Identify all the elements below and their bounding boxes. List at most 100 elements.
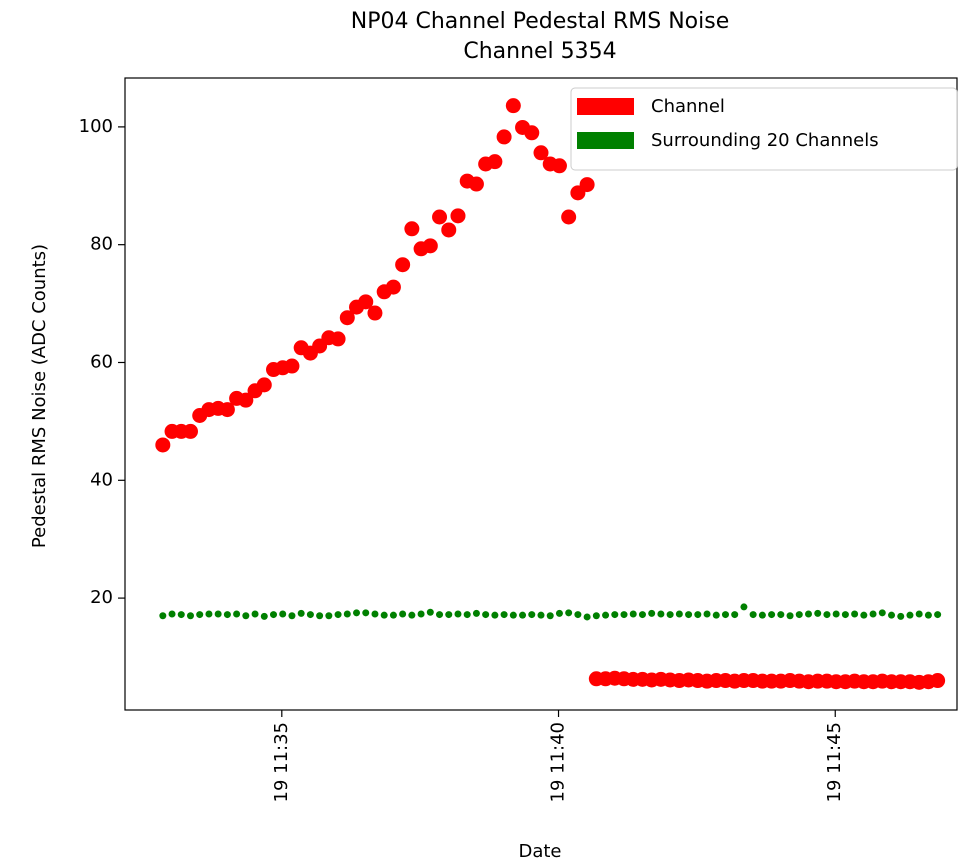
chart-title: NP04 Channel Pedestal RMS Noise (351, 9, 729, 34)
point (703, 610, 711, 618)
point (186, 612, 194, 620)
point (330, 331, 346, 347)
point (367, 305, 383, 321)
point (758, 611, 766, 619)
x-tick-label: 19 11:35 (271, 722, 292, 803)
point (219, 402, 235, 418)
point (426, 608, 434, 616)
point (251, 610, 259, 618)
point (533, 145, 549, 161)
point (629, 610, 637, 618)
point (731, 611, 739, 619)
x-tick-label: 19 11:40 (548, 722, 569, 803)
point (721, 611, 729, 619)
point (574, 611, 582, 619)
point (814, 609, 822, 617)
point (620, 611, 628, 619)
point (878, 609, 886, 617)
point (159, 612, 167, 620)
point (205, 610, 213, 618)
point (666, 611, 674, 619)
y-axis-label: Pedestal RMS Noise (ADC Counts) (29, 244, 50, 548)
point (487, 154, 503, 170)
point (279, 610, 287, 618)
point (358, 294, 374, 310)
point (906, 611, 914, 619)
point (500, 611, 508, 619)
point (638, 611, 646, 619)
point (869, 610, 877, 618)
point (851, 610, 859, 618)
point (804, 610, 812, 618)
point (546, 612, 554, 620)
point (432, 209, 448, 225)
point (795, 611, 803, 619)
y-tick-label: 100 (79, 116, 113, 137)
point (454, 610, 462, 618)
point (270, 611, 278, 619)
point (602, 611, 610, 619)
x-axis-label: Date (518, 841, 561, 862)
point (395, 257, 411, 273)
point (524, 125, 540, 141)
point (422, 238, 438, 254)
legend-swatch (577, 132, 634, 149)
point (325, 612, 333, 620)
point (468, 176, 484, 192)
y-tick-label: 40 (90, 469, 113, 490)
point (404, 221, 420, 237)
point (528, 611, 536, 619)
point (385, 279, 401, 295)
point (223, 611, 231, 619)
point (371, 610, 379, 618)
point (583, 613, 591, 621)
point (505, 98, 521, 114)
point (436, 611, 444, 619)
point (343, 610, 351, 618)
point (450, 208, 466, 224)
point (685, 611, 693, 619)
chart-subtitle: Channel 5354 (463, 39, 616, 64)
point (472, 609, 480, 617)
point (496, 129, 512, 145)
point (380, 611, 388, 619)
point (915, 610, 923, 618)
point (168, 610, 176, 618)
legend-label: Surrounding 20 Channels (651, 130, 879, 151)
point (519, 611, 527, 619)
point (860, 611, 868, 619)
x-tick-label: 19 11:45 (824, 722, 845, 803)
point (657, 610, 665, 618)
y-tick-label: 20 (90, 587, 113, 608)
point (551, 158, 567, 174)
y-tick-label: 60 (90, 351, 113, 372)
point (934, 611, 942, 619)
point (399, 610, 407, 618)
point (445, 611, 453, 619)
point (316, 612, 324, 620)
legend-swatch (577, 98, 634, 115)
point (177, 611, 185, 619)
point (675, 610, 683, 618)
point (353, 609, 361, 617)
point (339, 310, 355, 326)
legend-box (570, 87, 958, 171)
point (233, 610, 241, 618)
point (777, 611, 785, 619)
point (924, 611, 932, 619)
point (441, 222, 457, 238)
point (260, 612, 268, 620)
point (196, 611, 204, 619)
point (256, 377, 272, 393)
legend-label: Channel (651, 96, 725, 117)
point (694, 611, 702, 619)
point (768, 611, 776, 619)
point (565, 609, 573, 617)
y-tick-label: 80 (90, 234, 113, 255)
point (389, 611, 397, 619)
point (284, 358, 300, 374)
point (242, 612, 250, 620)
point (832, 610, 840, 618)
point (306, 611, 314, 619)
